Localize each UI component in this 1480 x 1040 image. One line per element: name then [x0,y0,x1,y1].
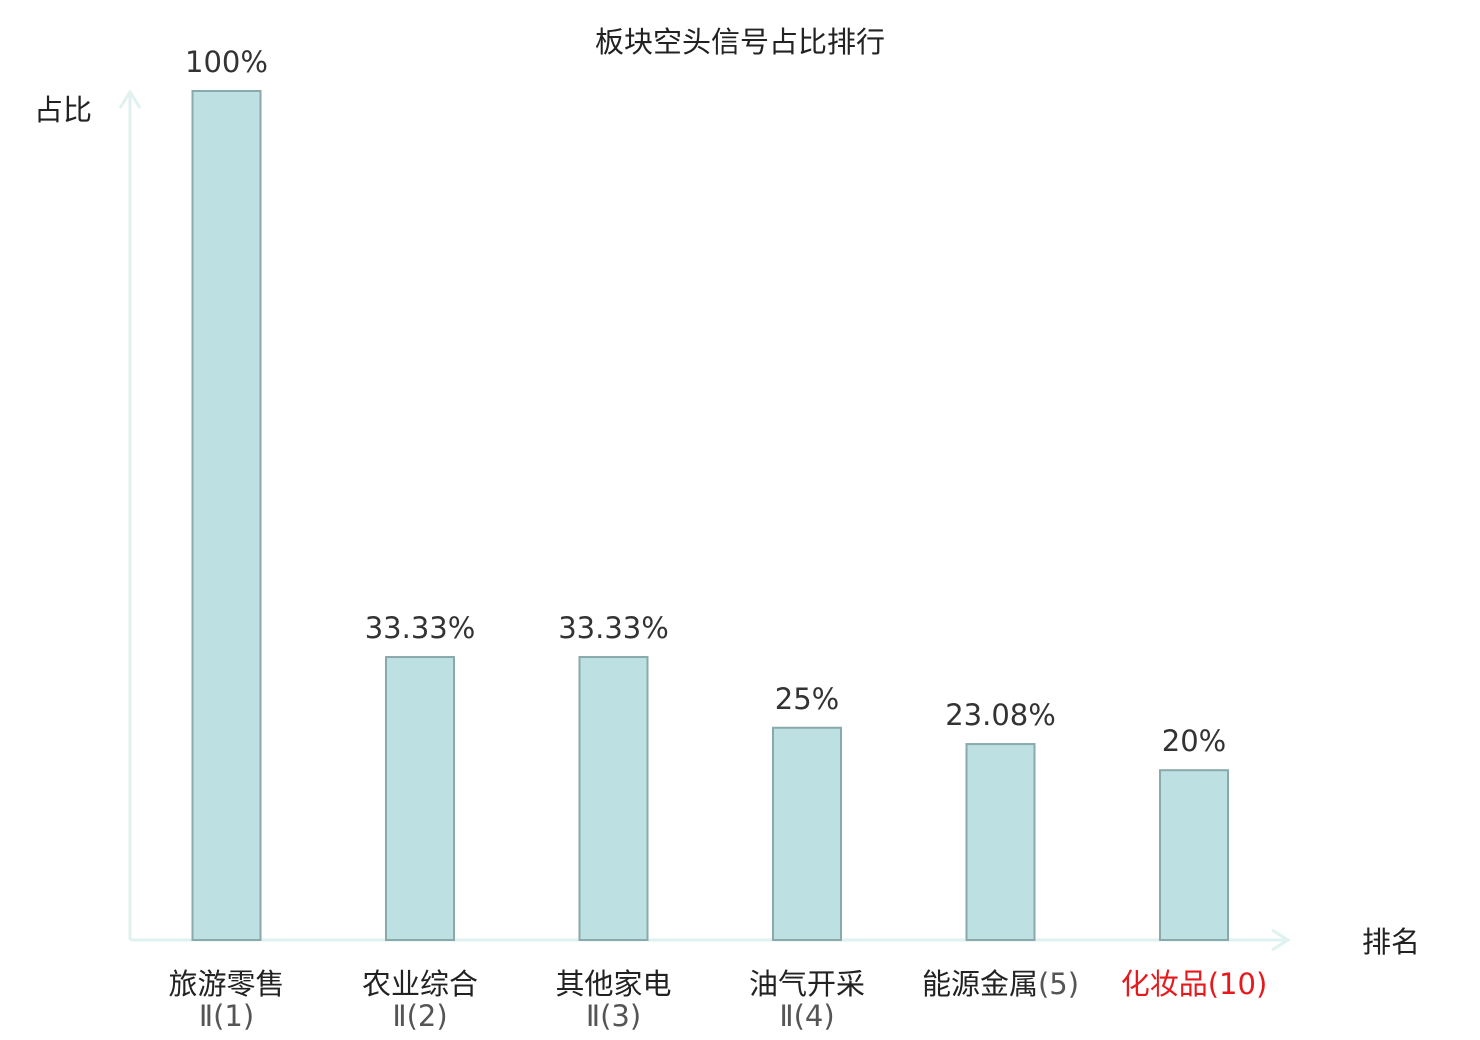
x-axis-label: 排名 [1362,925,1420,959]
bar [385,656,455,942]
category-name: 能源金属 [922,967,1038,1001]
category-rank: Ⅱ(4) [779,999,834,1033]
bar-value-label: 100% [185,45,268,79]
category-name: 油气开采 [749,967,865,1001]
category-name: 化妆品 [1121,967,1208,1001]
category-name: 其他家电 [555,967,671,1001]
value-labels-group: 100% 33.33% 33.33% 25% 23.08% 20% [185,45,1226,758]
bar [1159,769,1229,942]
bar [191,90,262,941]
bar-value-label: 25% [775,682,839,716]
y-axis-label: 占比 [34,93,92,127]
category-rank: Ⅱ(3) [586,999,641,1033]
chart-title: 板块空头信号占比排行 [595,25,885,59]
x-axis-arrow [1271,928,1291,952]
bar-value-label: 33.33% [365,611,476,645]
y-axis-arrow [118,89,142,109]
category-label: 能源金属(5) [922,967,1079,1001]
category-name: 农业综合 [362,967,478,1001]
bar [772,726,842,941]
category-rank: Ⅱ(1) [199,999,254,1033]
category-name: 旅游零售 [168,967,284,1001]
bar [965,743,1036,941]
bar [578,656,649,942]
category-rank: (10) [1208,967,1268,1001]
bars-group [191,90,1229,942]
category-rank: Ⅱ(2) [392,999,447,1033]
category-rank: (5) [1038,967,1079,1001]
bar-value-label: 23.08% [945,698,1056,732]
bar-value-label: 33.33% [558,611,669,645]
category-label: 化妆品(10) [1121,967,1268,1001]
bar-value-label: 20% [1162,724,1226,758]
